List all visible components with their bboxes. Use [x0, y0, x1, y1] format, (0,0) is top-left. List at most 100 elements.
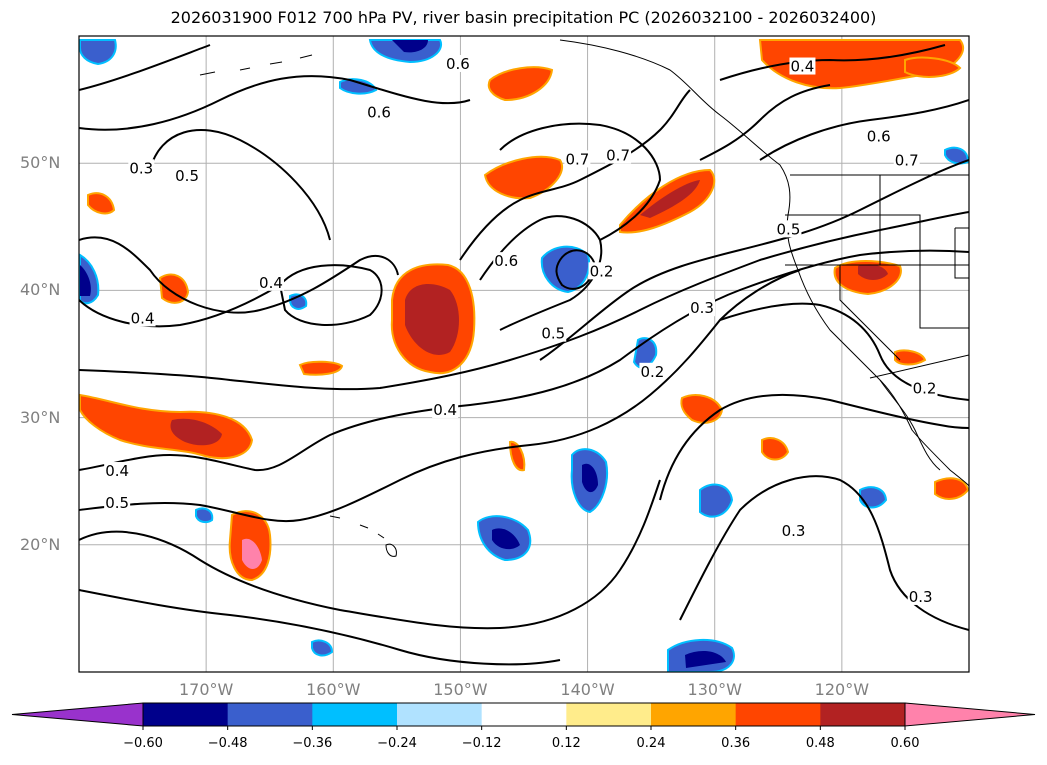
coastlines	[199, 39, 969, 557]
colorbar-frame	[142, 702, 906, 727]
colorbar-extend-low	[11, 702, 144, 727]
colorbar-extend-high	[904, 702, 1036, 727]
precip-negative-area	[79, 39, 117, 66]
precip-positive-core	[640, 180, 700, 218]
pv-contour	[278, 264, 383, 326]
precip-positive-core	[405, 284, 459, 355]
precip-negative-area	[699, 483, 734, 518]
longitude-tick-label: 120°W	[814, 680, 870, 699]
latitude-tick-label: 30°N	[20, 407, 61, 427]
contour-label: 0.2	[913, 379, 937, 397]
precip-negative-area	[195, 507, 214, 524]
hawaii-island	[329, 515, 397, 557]
pv-contour	[79, 269, 801, 523]
precip-positive-area	[761, 437, 790, 461]
colorbar-segment	[566, 703, 652, 726]
contour-label-background	[444, 54, 471, 72]
pv-contour	[79, 75, 471, 131]
precip-positive-area	[158, 273, 190, 304]
latitude-tick-label: 50°N	[20, 153, 61, 173]
contour-label-background	[432, 400, 459, 418]
contour-label-background	[588, 262, 615, 280]
colorbar-tick-label: −0.60	[123, 736, 163, 751]
colorbar	[11, 702, 1036, 730]
contour-label-background	[865, 127, 892, 145]
contour-label-background	[366, 103, 393, 121]
baja-coastline	[879, 379, 941, 471]
contour-label-background	[174, 166, 201, 184]
contour-label-background	[493, 252, 520, 270]
contour-label: 0.5	[541, 325, 565, 343]
contour-label-background	[789, 57, 816, 75]
contour-label: 0.3	[690, 299, 714, 317]
contour-label: 0.6	[494, 252, 518, 270]
contour-label-background	[564, 150, 591, 168]
state-border	[839, 265, 901, 361]
contour-label-background	[907, 587, 934, 605]
pv-contour	[79, 211, 969, 391]
contour-label-background	[605, 146, 632, 164]
pv-contour	[79, 236, 399, 314]
colorbar-tick-label: 0.36	[721, 736, 751, 751]
contour-label-background	[540, 324, 567, 342]
precip-negative-area	[311, 639, 334, 657]
precip-negative-area	[540, 245, 590, 294]
contour-label: 0.2	[640, 363, 664, 381]
contour-label-background	[689, 299, 715, 317]
precip-positive-area	[298, 360, 344, 376]
contour-label-background	[911, 379, 938, 397]
colorbar-tick-label: −0.36	[292, 736, 333, 751]
contour-label: 0.3	[782, 522, 806, 540]
latitude-tick-label: 40°N	[20, 280, 61, 300]
pv-contour	[555, 249, 597, 290]
pv-contour	[659, 393, 969, 501]
colorbar-tick-label: −0.24	[377, 736, 417, 751]
state-border	[954, 227, 969, 279]
pv-contour	[759, 99, 969, 161]
pv-contour	[719, 302, 969, 401]
pv-contour-lines	[79, 44, 969, 666]
contour-label-background	[257, 273, 284, 291]
colorbar-tick-label: −0.12	[461, 736, 502, 751]
pv-contour	[539, 159, 969, 361]
latitude-tick-label: 20°N	[20, 534, 61, 554]
longitude-tick-label: 170°W	[178, 680, 234, 699]
precip-negative-area	[339, 78, 378, 95]
contour-label: 0.3	[129, 159, 153, 177]
longitude-tick-label: 140°W	[560, 680, 615, 699]
precip-negative-core	[582, 463, 598, 493]
colorbar-segment	[312, 703, 398, 726]
pv-contour	[479, 215, 603, 331]
pv-contour	[149, 129, 331, 241]
precip-positive-area	[894, 349, 927, 366]
colorbar-segment	[143, 703, 229, 726]
contour-label-background	[639, 362, 666, 380]
contour-label-background	[104, 493, 131, 511]
colorbar-tick-label: 0.60	[890, 736, 920, 751]
contour-label: 0.5	[105, 494, 129, 512]
pv-contour	[79, 479, 661, 630]
pv-contour	[679, 475, 969, 631]
pv-contour	[79, 249, 969, 472]
colorbar-tick-label: 0.24	[636, 736, 666, 751]
pv-contour	[79, 284, 281, 328]
pv-contour	[79, 589, 561, 666]
precip-positive-area	[487, 66, 554, 102]
map-background	[79, 36, 969, 672]
contour-label: 0.6	[446, 55, 470, 73]
precip-negative-area	[859, 486, 888, 509]
contour-label: 0.5	[777, 220, 801, 238]
pv-contour	[459, 89, 691, 261]
precip-negative-core	[80, 265, 91, 296]
contour-label: 0.4	[259, 274, 283, 292]
contour-label: 0.6	[367, 103, 391, 121]
precip-negative-core	[492, 528, 520, 550]
contour-label-background	[780, 521, 807, 539]
contour-label: 0.7	[606, 147, 630, 165]
contour-label: 0.5	[175, 167, 199, 185]
contour-label-background	[893, 151, 920, 169]
contour-label-background	[129, 309, 156, 327]
precip-positive-area	[934, 477, 969, 500]
contour-label-background	[128, 159, 155, 177]
